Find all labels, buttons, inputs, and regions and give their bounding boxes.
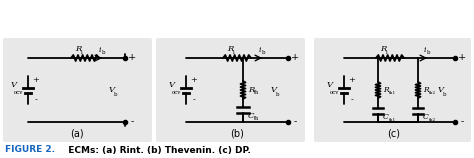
Text: i: i	[99, 46, 101, 54]
Text: C: C	[383, 113, 389, 121]
Text: th2: th2	[428, 91, 436, 94]
Text: +: +	[348, 76, 356, 84]
Text: C: C	[248, 112, 254, 120]
Text: +: +	[191, 76, 198, 84]
Text: V: V	[438, 86, 444, 94]
FancyBboxPatch shape	[156, 38, 305, 142]
Text: FIGURE 2.: FIGURE 2.	[5, 146, 55, 155]
Text: b: b	[276, 91, 280, 97]
Text: th1: th1	[388, 91, 396, 94]
Text: ocv: ocv	[329, 91, 339, 95]
Text: R: R	[423, 85, 429, 94]
Text: b: b	[114, 91, 118, 97]
Text: -: -	[460, 118, 464, 127]
Text: R: R	[75, 45, 81, 53]
Text: +: +	[33, 76, 39, 84]
Text: (c): (c)	[388, 129, 401, 139]
Text: th1: th1	[388, 118, 396, 122]
Text: i: i	[386, 49, 388, 55]
Text: i: i	[424, 46, 426, 54]
Text: i: i	[259, 46, 261, 54]
Text: V: V	[109, 86, 115, 94]
Text: (b): (b)	[230, 129, 244, 139]
Text: b: b	[427, 51, 431, 55]
FancyBboxPatch shape	[3, 38, 152, 142]
Text: R: R	[227, 45, 233, 53]
FancyBboxPatch shape	[314, 38, 471, 142]
Text: -: -	[35, 96, 37, 104]
Text: V: V	[169, 81, 175, 89]
Text: b: b	[262, 51, 266, 55]
Text: ocv: ocv	[13, 91, 23, 95]
Text: C: C	[423, 113, 429, 121]
Text: V: V	[11, 81, 17, 89]
Text: (a): (a)	[70, 129, 84, 139]
Text: -: -	[351, 96, 354, 104]
Text: R: R	[380, 45, 386, 53]
Text: b: b	[443, 91, 447, 97]
Text: i: i	[233, 49, 235, 55]
Text: ocv: ocv	[171, 91, 181, 95]
Text: +: +	[291, 54, 299, 63]
Text: +: +	[128, 54, 136, 63]
Text: +: +	[458, 54, 466, 63]
Text: -: -	[192, 96, 195, 104]
Text: R: R	[383, 85, 389, 94]
Text: -: -	[130, 118, 134, 127]
Text: i: i	[81, 49, 83, 55]
Text: th: th	[254, 91, 258, 95]
Text: R: R	[248, 86, 254, 94]
Text: V: V	[327, 81, 333, 89]
Text: th: th	[254, 116, 258, 122]
Text: b: b	[102, 51, 106, 55]
Text: V: V	[271, 86, 277, 94]
Text: th2: th2	[428, 118, 436, 122]
Text: -: -	[293, 118, 297, 127]
Text: ECMs: (a) Rint. (b) Thevenin. (c) DP.: ECMs: (a) Rint. (b) Thevenin. (c) DP.	[62, 146, 251, 155]
